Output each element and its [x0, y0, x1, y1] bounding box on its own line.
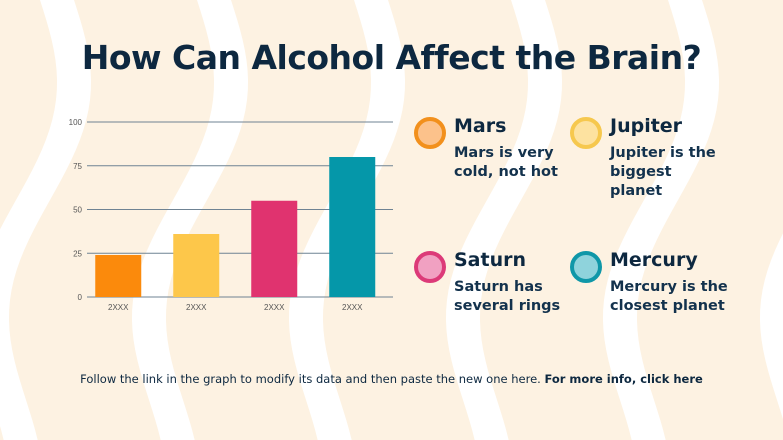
y-tick-label: 100	[69, 118, 83, 127]
x-tick-label: 2XXX	[342, 303, 363, 312]
footer-note: Follow the link in the graph to modify i…	[0, 372, 783, 386]
x-tick-label: 2XXX	[108, 303, 129, 312]
x-tick-label: 2XXX	[186, 303, 207, 312]
legend-name: Saturn	[454, 249, 527, 271]
bar	[251, 200, 298, 297]
wave-stripe	[445, 0, 563, 440]
jupiter-circle-icon	[570, 117, 602, 149]
saturn-circle-icon	[414, 251, 446, 283]
y-tick-label: 25	[73, 249, 82, 258]
legend-name: Mars	[454, 115, 507, 137]
more-info-link[interactable]: For more info, click here	[544, 372, 703, 386]
footer-text: Follow the link in the graph to modify i…	[80, 372, 545, 386]
wave-stripe	[131, 0, 249, 440]
bar	[173, 234, 220, 297]
y-tick-label: 50	[73, 206, 82, 215]
x-tick-label: 2XXX	[264, 303, 285, 312]
legend-desc: Mercury is the closest planet	[610, 279, 728, 314]
wave-stripe	[759, 233, 783, 420]
y-tick-label: 0	[78, 293, 83, 302]
legend-desc: Mars is very cold, not hot	[454, 145, 558, 180]
legend-desc: Saturn has several rings	[454, 279, 561, 314]
legend-name: Jupiter	[610, 115, 683, 137]
bar	[95, 255, 142, 297]
mercury-circle-icon	[570, 251, 602, 283]
wave-stripe	[0, 0, 92, 440]
legend-name: Mercury	[610, 249, 698, 271]
wave-stripe	[602, 0, 720, 440]
mars-circle-icon	[414, 117, 446, 149]
bar	[329, 157, 376, 297]
legend-desc: Jupiter is the biggest planet	[610, 145, 716, 199]
y-tick-label: 75	[73, 162, 82, 171]
page-title: How Can Alcohol Affect the Brain?	[81, 38, 702, 77]
